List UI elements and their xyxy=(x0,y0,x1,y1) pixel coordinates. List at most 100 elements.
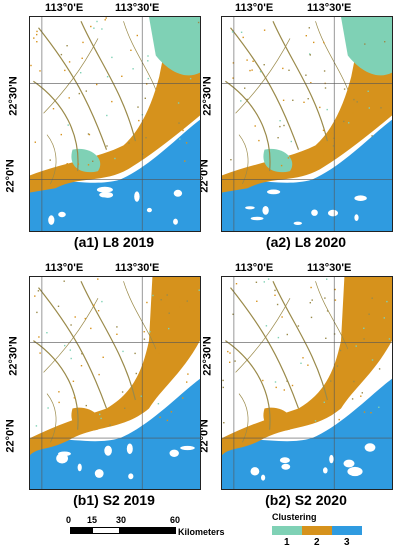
water-speckle xyxy=(223,422,225,424)
river-channel xyxy=(225,80,271,172)
water-speckle xyxy=(265,325,268,327)
water-speckle xyxy=(222,379,224,382)
scale-tick-60: 60 xyxy=(170,515,181,525)
water-speckle xyxy=(39,352,41,354)
river-channel xyxy=(235,298,291,373)
water-speckle xyxy=(326,278,328,280)
water-speckle xyxy=(111,100,113,103)
water-speckle xyxy=(166,419,169,422)
river-channel xyxy=(235,38,291,114)
water-speckle xyxy=(240,31,243,33)
water-speckle xyxy=(310,82,312,84)
river-channel xyxy=(123,281,157,350)
water-speckle xyxy=(36,33,38,36)
water-speckle xyxy=(80,365,83,367)
water-speckle xyxy=(146,83,148,85)
legend-label-3: 3 xyxy=(344,537,350,548)
water-speckle xyxy=(33,37,35,39)
water-speckle xyxy=(353,380,355,383)
water-speckle xyxy=(198,289,200,291)
water-speckle xyxy=(371,135,373,137)
lon-label-b2-1: 113°0'E xyxy=(235,262,274,274)
water-speckle xyxy=(173,320,175,322)
water-speckle xyxy=(309,54,311,56)
river-channel xyxy=(38,287,108,409)
water-speckle xyxy=(263,281,265,283)
water-speckle xyxy=(140,395,142,397)
water-speckle xyxy=(262,379,264,382)
island xyxy=(126,443,133,455)
lon-label-a2-2: 113°30'E xyxy=(307,2,352,14)
water-speckle xyxy=(347,44,349,46)
island xyxy=(146,207,152,213)
map-a2-svg xyxy=(222,17,392,231)
island xyxy=(173,189,183,197)
water-speckle xyxy=(252,60,254,62)
water-speckle xyxy=(331,132,333,134)
scale-tick-15: 15 xyxy=(87,515,98,525)
water-speckle xyxy=(160,299,162,301)
water-speckle xyxy=(189,77,192,80)
scale-segment-2 xyxy=(92,527,120,534)
water-speckle xyxy=(305,74,307,76)
water-speckle xyxy=(38,336,40,338)
water-speckle xyxy=(363,327,365,329)
water-speckle xyxy=(242,36,244,39)
water-speckle xyxy=(80,72,82,74)
water-speckle xyxy=(96,20,98,23)
water-speckle xyxy=(168,312,170,314)
water-speckle xyxy=(333,333,336,335)
turbid-water-area xyxy=(30,277,200,456)
water-speckle xyxy=(263,64,265,66)
water-speckle xyxy=(70,324,72,326)
water-speckle xyxy=(122,350,124,353)
island xyxy=(250,216,264,221)
river-channel xyxy=(238,134,249,185)
sea-area xyxy=(30,378,200,489)
water-speckle xyxy=(105,17,107,19)
water-speckle xyxy=(106,145,108,147)
water-speckle xyxy=(164,77,166,79)
water-speckle xyxy=(104,419,106,421)
water-speckle xyxy=(98,373,100,376)
scale-segment-1 xyxy=(70,527,92,534)
island xyxy=(180,445,195,451)
class1-patch xyxy=(71,407,101,431)
water-speckle xyxy=(355,345,357,347)
water-speckle xyxy=(363,411,366,413)
water-speckle xyxy=(246,98,248,101)
lat-label-a1-1: 22°30'N xyxy=(7,76,20,116)
water-speckle xyxy=(162,135,165,138)
water-speckle xyxy=(308,27,310,29)
water-speckle xyxy=(383,78,385,81)
water-speckle xyxy=(378,368,381,370)
map-a1-svg xyxy=(30,17,200,231)
river-channel xyxy=(272,280,328,401)
class1-water-area xyxy=(149,17,200,76)
water-speckle xyxy=(256,300,258,302)
water-speckle xyxy=(136,34,138,37)
water-speckle xyxy=(323,401,325,403)
water-speckle xyxy=(193,310,195,312)
legend-title: Clustering xyxy=(272,512,317,522)
water-speckle xyxy=(286,380,288,382)
water-speckle xyxy=(186,381,188,383)
water-speckle xyxy=(229,361,231,363)
water-speckle xyxy=(282,99,285,101)
water-speckle xyxy=(85,90,87,92)
water-speckle xyxy=(311,299,313,301)
river-channel xyxy=(272,21,328,142)
water-speckle xyxy=(300,362,302,364)
water-speckle xyxy=(307,98,309,100)
water-speckle xyxy=(339,349,342,352)
water-speckle xyxy=(49,159,51,161)
map-panel-a2 xyxy=(221,16,393,232)
legend-label-1: 1 xyxy=(284,537,290,548)
water-speckle xyxy=(279,125,281,128)
river-channel xyxy=(225,340,271,430)
water-speckle xyxy=(286,333,288,336)
water-speckle xyxy=(281,316,283,318)
water-speckle xyxy=(386,300,388,303)
water-speckle xyxy=(348,122,350,124)
water-speckle xyxy=(309,53,311,55)
